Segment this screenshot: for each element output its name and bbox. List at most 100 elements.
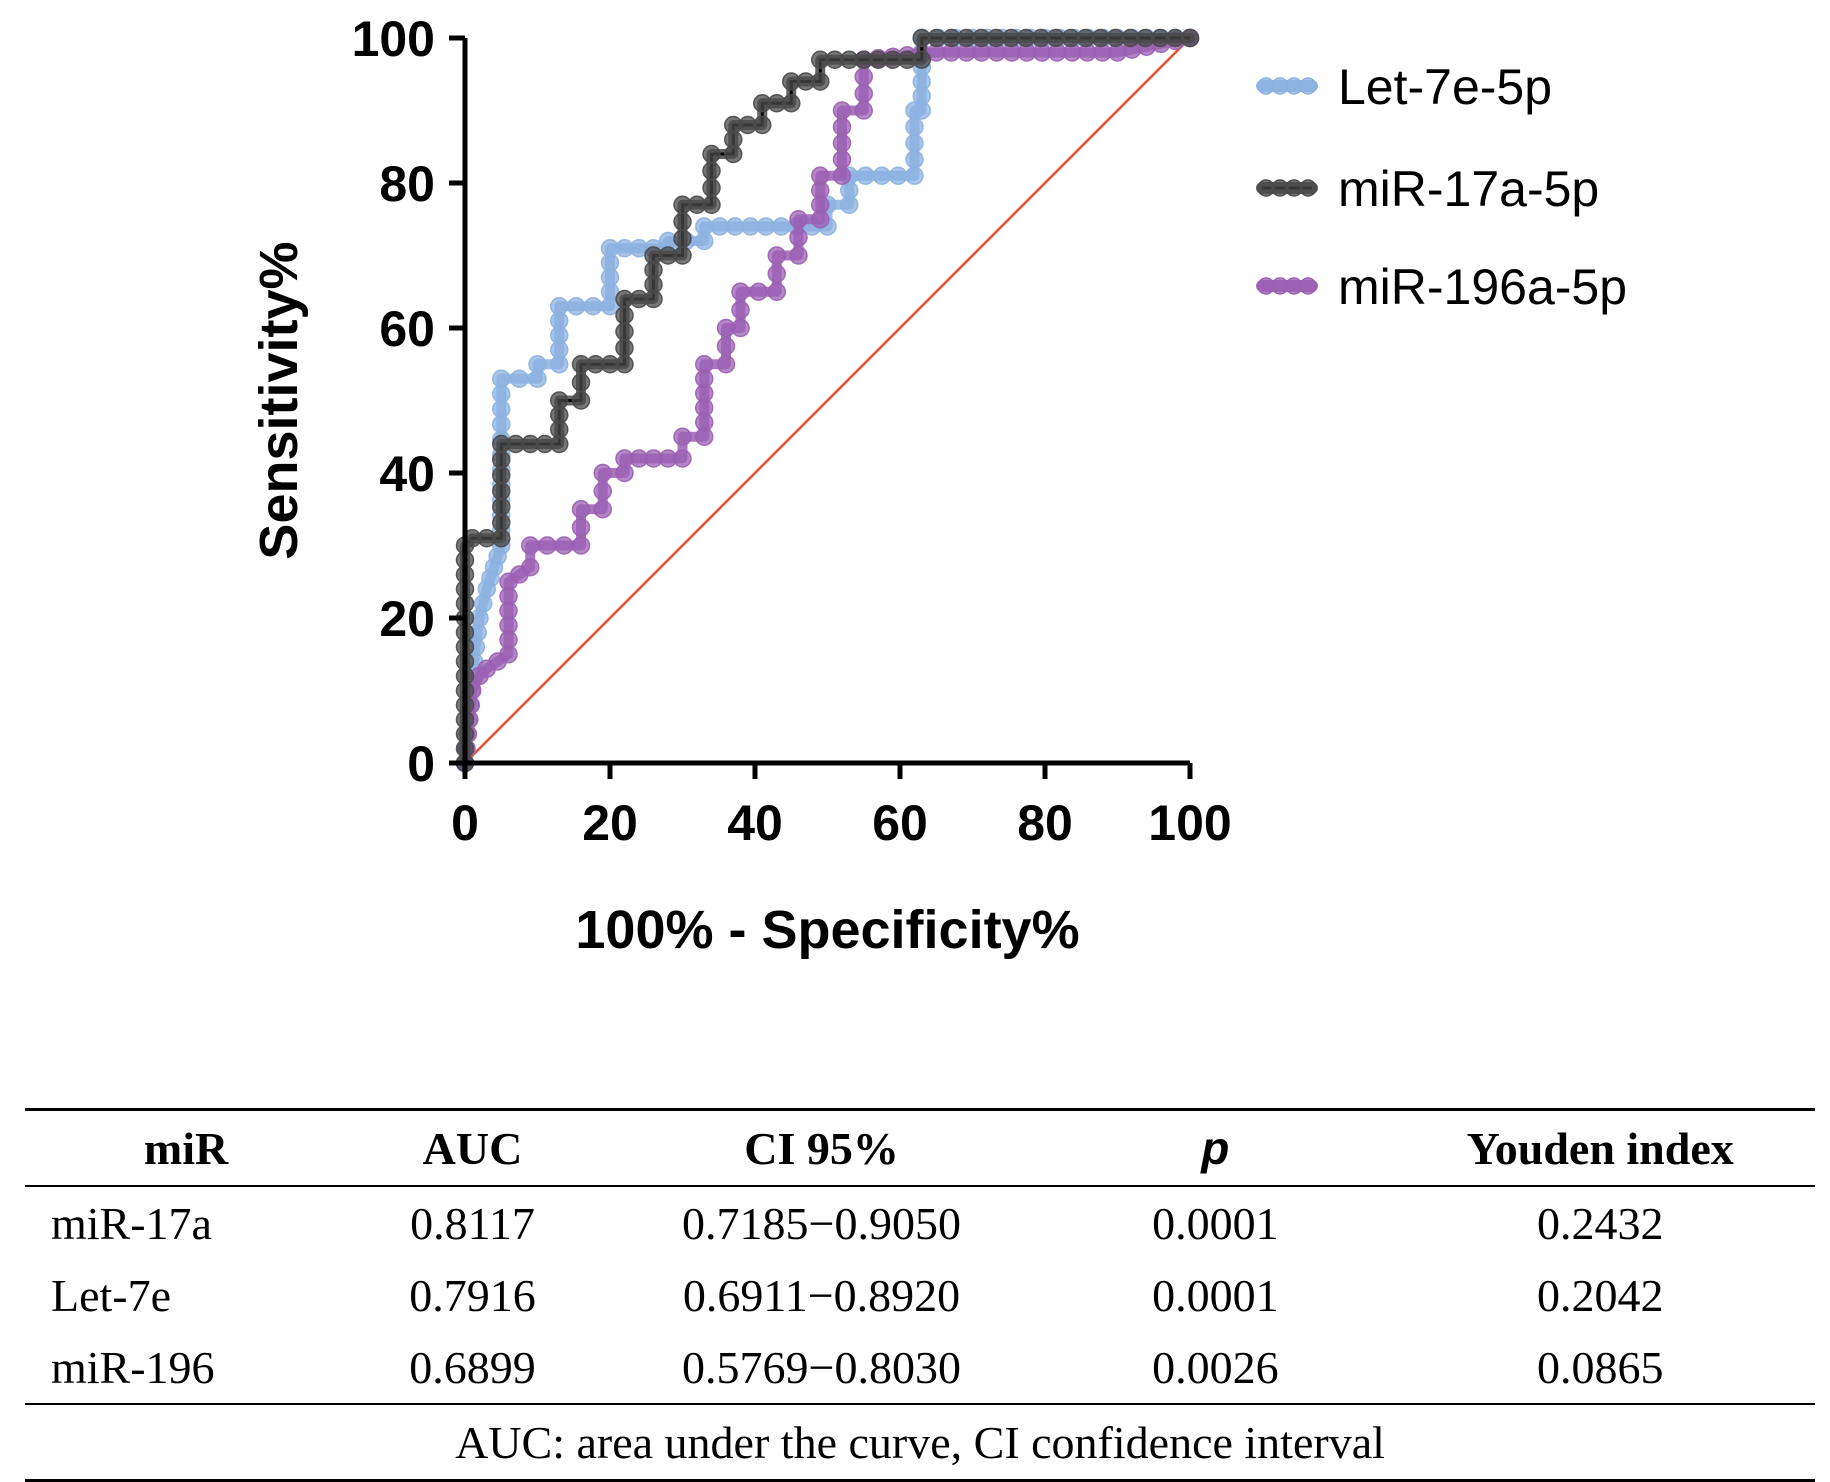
- data-point: [832, 166, 852, 185]
- data-point: [615, 306, 634, 325]
- data-point: [702, 178, 721, 198]
- cell-mir: miR-196: [51, 1341, 215, 1393]
- cell-ci: 0.7185−0.9050: [682, 1197, 961, 1249]
- table-row: Let-7e 0.7916 0.6911−0.8920 0.0001 0.204…: [25, 1259, 1815, 1331]
- data-point: [566, 297, 586, 316]
- data-point: [550, 297, 569, 316]
- data-point: [854, 84, 873, 103]
- legend: Let-7e-5p miR-17a-5p miR-196a-5p: [1256, 59, 1627, 315]
- y-axis-title: Sensitivity%: [249, 241, 309, 559]
- data-point: [492, 513, 511, 532]
- data-point: [741, 217, 760, 236]
- series-miR-17a-5p: [455, 28, 1200, 773]
- cell-auc: 0.6899: [409, 1341, 536, 1393]
- data-point: [710, 217, 729, 236]
- plot-area: [455, 28, 1200, 773]
- data-point: [905, 117, 924, 137]
- data-point: [492, 481, 511, 501]
- data-point: [571, 518, 591, 537]
- y-tick-label: 20: [379, 591, 435, 647]
- y-tick-label: 80: [379, 156, 435, 212]
- table-row: miR-17a 0.8117 0.7185−0.9050 0.0001 0.24…: [25, 1186, 1815, 1259]
- y-tick-label: 60: [379, 301, 435, 357]
- data-point: [554, 536, 574, 555]
- data-point: [756, 217, 776, 236]
- statistics-table-container: miR AUC CI 95% p Youden index miR-17a 0.…: [25, 1108, 1815, 1482]
- data-point: [492, 369, 511, 388]
- data-point: [782, 94, 801, 113]
- data-point: [615, 322, 634, 341]
- x-tick-label: 80: [1017, 795, 1073, 851]
- roc-chart: 0 20 40 60 80 100 0 20 40 60 80 100 100% - Specifici…: [249, 11, 1627, 960]
- data-point: [811, 72, 830, 91]
- legend-swatch-marker: [1299, 179, 1317, 197]
- data-point: [583, 297, 603, 316]
- data-point: [521, 558, 540, 577]
- cell-ci: 0.6911−0.8920: [682, 1269, 961, 1321]
- cell-youden: 0.2432: [1536, 1197, 1664, 1249]
- legend-item: miR-196a-5p: [1256, 259, 1627, 315]
- data-point: [673, 427, 692, 446]
- data-point: [593, 481, 612, 501]
- data-point: [731, 282, 750, 301]
- data-point: [912, 50, 931, 69]
- data-point: [695, 355, 714, 374]
- statistics-table: miR AUC CI 95% p Youden index miR-17a 0.…: [25, 1108, 1815, 1482]
- data-point: [832, 117, 852, 137]
- data-point: [550, 391, 569, 410]
- data-point: [537, 536, 557, 555]
- data-point: [716, 336, 736, 356]
- data-point: [905, 166, 924, 185]
- data-point: [767, 246, 786, 265]
- x-tick-label: 100: [1148, 795, 1231, 851]
- data-point: [789, 210, 808, 229]
- legend-swatch-marker: [1299, 77, 1317, 95]
- data-point: [767, 264, 786, 283]
- data-point: [811, 166, 830, 185]
- header-ci: CI 95%: [744, 1122, 899, 1174]
- cell-p: 0.0001: [1152, 1269, 1279, 1321]
- cell-auc: 0.7916: [409, 1269, 536, 1321]
- x-axis-title: 100% - Specificity%: [575, 900, 1079, 960]
- data-point: [767, 282, 786, 301]
- legend-label: miR-196a-5p: [1338, 259, 1627, 315]
- reference-diagonal-line: [464, 37, 1191, 764]
- data-point: [492, 529, 511, 548]
- data-point: [673, 449, 692, 468]
- data-point: [673, 229, 692, 248]
- data-point: [492, 466, 511, 485]
- data-point: [615, 338, 634, 358]
- legend-label: Let-7e-5p: [1338, 59, 1552, 115]
- data-point: [615, 355, 634, 374]
- data-point: [702, 161, 721, 181]
- table-footnote: AUC: area under the curve, CI confidence…: [455, 1416, 1385, 1468]
- data-point: [492, 450, 511, 469]
- data-point: [789, 246, 808, 265]
- cell-youden: 0.0865: [1536, 1341, 1664, 1393]
- cell-auc: 0.8117: [410, 1197, 535, 1249]
- data-point: [753, 115, 772, 135]
- data-point: [888, 166, 908, 185]
- data-point: [832, 133, 852, 153]
- cell-ci: 0.5769−0.8030: [682, 1341, 961, 1393]
- data-point: [905, 150, 924, 169]
- data-point: [716, 355, 736, 374]
- data-point: [854, 101, 873, 120]
- data-point: [673, 212, 692, 231]
- cell-p: 0.0026: [1152, 1341, 1279, 1393]
- data-point: [872, 166, 892, 185]
- table-row: miR-196 0.6899 0.5769−0.8030 0.0026 0.08…: [25, 1331, 1815, 1404]
- header-p: p: [1201, 1122, 1230, 1174]
- header-youden: Youden index: [1466, 1122, 1734, 1174]
- header-auc: AUC: [422, 1122, 523, 1174]
- y-tick-label: 0: [407, 736, 435, 792]
- cell-mir: Let-7e: [51, 1269, 172, 1321]
- legend-label: miR-17a-5p: [1338, 161, 1599, 217]
- data-point: [571, 373, 591, 392]
- data-point: [528, 355, 547, 374]
- y-tick-label: 40: [379, 446, 435, 502]
- table-footnote-row: AUC: area under the curve, CI confidence…: [25, 1404, 1815, 1481]
- data-point: [702, 144, 721, 164]
- x-tick-label: 0: [451, 795, 479, 851]
- legend-item: Let-7e-5p: [1256, 59, 1552, 115]
